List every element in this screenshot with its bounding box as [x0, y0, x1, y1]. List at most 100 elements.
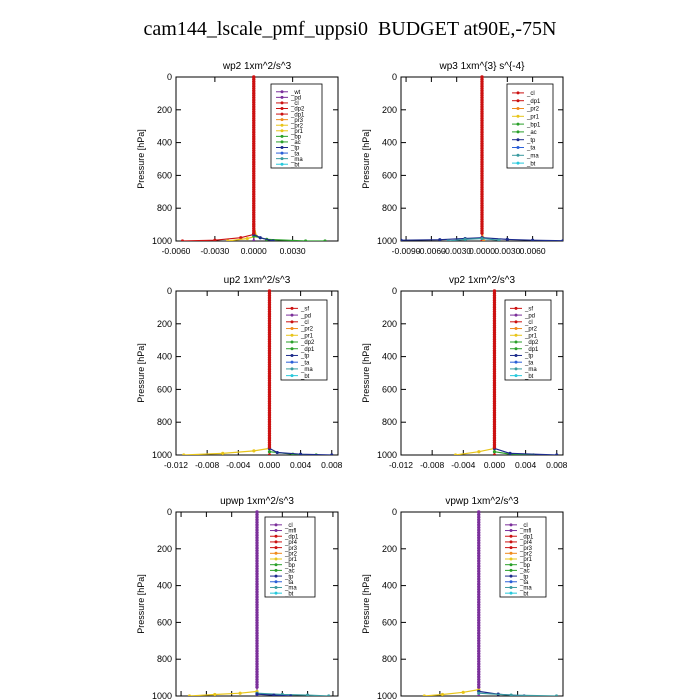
- series-point: [255, 546, 259, 550]
- y-tick-label: 200: [382, 105, 397, 115]
- series-point: [255, 680, 259, 684]
- legend-label: _bp: [284, 563, 296, 569]
- series-point: [477, 528, 481, 532]
- series-point: [255, 579, 259, 584]
- chart-title: wp2 1xm^2/s^3: [222, 61, 292, 72]
- series-point: [477, 541, 481, 545]
- y-tick-label: 600: [382, 617, 397, 627]
- y-tick-label: 200: [157, 319, 172, 329]
- series-point: [477, 561, 481, 566]
- legend-marker: [280, 146, 284, 149]
- y-tick-label: 800: [157, 654, 172, 664]
- legend-marker: [290, 353, 294, 357]
- legend-marker: [280, 123, 284, 127]
- legend-label: _bp: [519, 563, 531, 569]
- legend-marker: [280, 101, 284, 105]
- series-point: [477, 574, 481, 579]
- series-point: [477, 592, 481, 597]
- series-point: [477, 662, 481, 666]
- x-tick-label: 0.0060: [520, 246, 546, 256]
- series-point: [477, 564, 481, 568]
- legend-label: _pr1: [519, 557, 533, 563]
- series-point: [477, 644, 481, 648]
- legend-label: _ta: [524, 360, 534, 366]
- series-point: [255, 569, 259, 573]
- legend-marker: [509, 557, 513, 561]
- series-point: [477, 512, 481, 517]
- x-tick-label: 0.0000: [469, 246, 495, 256]
- chart-title: upwp 1xm^2/s^3: [220, 496, 294, 507]
- series-point: [477, 600, 481, 604]
- legend-marker: [290, 367, 294, 371]
- series-point: [477, 657, 481, 661]
- legend-marker: [509, 534, 513, 538]
- series-point: [255, 646, 259, 651]
- series-point: [492, 445, 497, 449]
- series-point: [255, 597, 259, 602]
- plot-frame: [400, 290, 564, 456]
- series-point: [477, 623, 481, 628]
- page-title: cam144_lscale_pmf_uppsi0 BUDGET at90E,-7…: [143, 18, 557, 40]
- series-point: [477, 523, 481, 527]
- legend-label: _ta: [519, 580, 529, 586]
- x-tick-label: 0.0030: [494, 246, 520, 256]
- series-point: [255, 685, 259, 689]
- plot-frame: [400, 511, 564, 697]
- legend-marker: [514, 347, 518, 351]
- series-point: [477, 659, 481, 664]
- series-point: [555, 453, 559, 455]
- series-point: [187, 694, 192, 696]
- legend-label: _dp2: [290, 107, 305, 113]
- series-point: [239, 236, 243, 240]
- legend-label: _bp: [290, 135, 302, 141]
- y-tick-label: 800: [157, 417, 172, 427]
- y-tick-label: 0: [392, 72, 397, 82]
- legend-marker: [274, 540, 278, 544]
- legend-label: _dp1: [284, 534, 299, 540]
- series-point: [255, 613, 259, 617]
- x-tick-label: -0.012: [164, 460, 188, 470]
- series-point: [255, 621, 259, 625]
- series-point: [477, 554, 481, 558]
- series-point: [477, 633, 481, 638]
- series-point: [255, 548, 259, 553]
- series-point: [255, 659, 259, 664]
- legend-marker: [516, 146, 520, 149]
- series-point: [477, 538, 481, 543]
- series-point: [531, 238, 535, 241]
- series-point: [255, 556, 259, 561]
- series-point: [255, 523, 259, 527]
- chart-panel-1: wp2 1xm^2/s^3 Pressure [hPa] 0 200 400 600 800…: [136, 61, 339, 256]
- series-point: [255, 515, 259, 519]
- legend-marker: [516, 122, 520, 126]
- series-point: [477, 628, 481, 633]
- series-point: [255, 600, 259, 604]
- chart-title: wp3 1xm^{3} s^{-4}: [439, 61, 526, 72]
- series-point: [180, 239, 185, 241]
- legend-label: _ta: [290, 151, 300, 157]
- series-point: [255, 618, 259, 622]
- series-point: [477, 649, 481, 653]
- legend-label: _tp: [284, 574, 294, 580]
- legend-marker: [274, 557, 278, 561]
- legend: _sf_pd_cl_pr2_pr1_dp2_dp1_tp_ta_ma_bt: [504, 299, 552, 381]
- series-point: [255, 574, 259, 579]
- legend-marker: [274, 534, 278, 538]
- legend-label: _dp1: [519, 534, 534, 540]
- series-point: [477, 680, 481, 684]
- legend-marker: [274, 591, 278, 595]
- series-point: [477, 605, 481, 610]
- legend-label: _mfl: [284, 529, 296, 535]
- legend-marker: [274, 529, 278, 533]
- series-point: [330, 453, 334, 455]
- legend-marker: [280, 90, 284, 94]
- series-line-4: [269, 447, 332, 455]
- legend-marker: [514, 313, 518, 317]
- series-point: [477, 590, 481, 594]
- legend-marker: [290, 374, 294, 378]
- y-tick-label: 0: [167, 286, 172, 296]
- series-point: [275, 450, 279, 455]
- legend-marker: [516, 91, 520, 95]
- legend-marker: [290, 320, 294, 324]
